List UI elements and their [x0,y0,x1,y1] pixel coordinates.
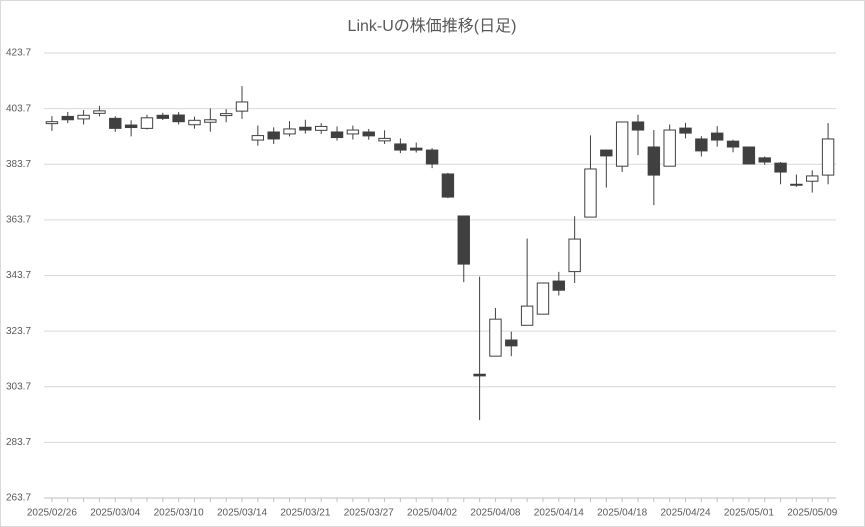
candle-body [600,149,613,157]
candle-body [790,183,803,186]
chart-title: Link-Uの株価推移(日足) [348,17,517,35]
candle-body [219,113,233,117]
candle-body [584,168,597,218]
y-tick-label: 263.7 [6,493,31,504]
candle-body [267,131,280,140]
candle-body [726,140,740,148]
x-tick-label: 2025/04/08 [470,508,520,519]
candle-body [140,117,154,129]
candle-body [821,138,835,176]
x-tick-label: 2025/03/04 [90,508,140,519]
candle-body [77,114,90,120]
candle-body [505,339,518,347]
candle-body [441,173,455,198]
y-tick-label: 303.7 [6,381,31,392]
y-tick-label: 403.7 [6,103,31,114]
x-tick-label: 2025/03/10 [154,508,204,519]
candle-body [647,146,661,176]
candle-body [109,117,122,129]
candle-body [61,115,74,121]
candle-body [314,125,328,131]
x-tick-label: 2025/03/14 [217,508,267,519]
candle-body [235,101,249,112]
y-tick-label: 423.7 [6,48,31,59]
candle-body [758,157,771,163]
candle-body [394,143,407,151]
candle-body [124,124,138,129]
candle-body [346,129,360,135]
candle-body [552,280,566,291]
candle-body [742,146,756,165]
candle-body [425,149,439,165]
candle-body [299,126,312,131]
candle-body [93,110,106,114]
candle-body [663,129,676,167]
candle-body [188,119,201,126]
candle-body [615,121,629,167]
candle-body [330,131,344,139]
x-tick-label: 2025/02/26 [27,508,77,519]
candle-body [710,132,724,141]
candle-body [679,127,692,134]
candle-body [695,138,708,152]
candle-body [473,373,486,377]
candle-body [283,128,296,135]
x-tick-label: 2025/04/02 [407,508,457,519]
candle-body [520,305,534,326]
candle-body [45,121,59,125]
candle-body [156,114,170,119]
candle-body [251,135,265,141]
y-tick-label: 283.7 [6,437,31,448]
candle-body [774,162,787,173]
candle-body [806,175,819,182]
candle-body [410,147,423,151]
candle-body [631,121,645,131]
x-tick-label: 2025/03/27 [344,508,394,519]
x-tick-label: 2025/03/21 [280,508,330,519]
candle-body [378,137,391,142]
candle-body [568,238,581,273]
x-tick-label: 2025/04/24 [660,508,710,519]
x-tick-label: 2025/04/18 [597,508,647,519]
x-tick-label: 2025/05/01 [724,508,774,519]
y-tick-label: 343.7 [6,270,31,281]
candle-body [536,282,550,315]
y-tick-label: 383.7 [6,159,31,170]
x-tick-label: 2025/04/14 [534,508,584,519]
candle-body [204,119,217,123]
candle-body [489,318,502,357]
candle-body [172,114,185,123]
y-tick-label: 323.7 [6,326,31,337]
x-tick-label: 2025/05/09 [787,508,837,519]
candle-body [362,131,375,137]
candle-body [457,215,470,265]
y-tick-label: 363.7 [6,215,31,226]
